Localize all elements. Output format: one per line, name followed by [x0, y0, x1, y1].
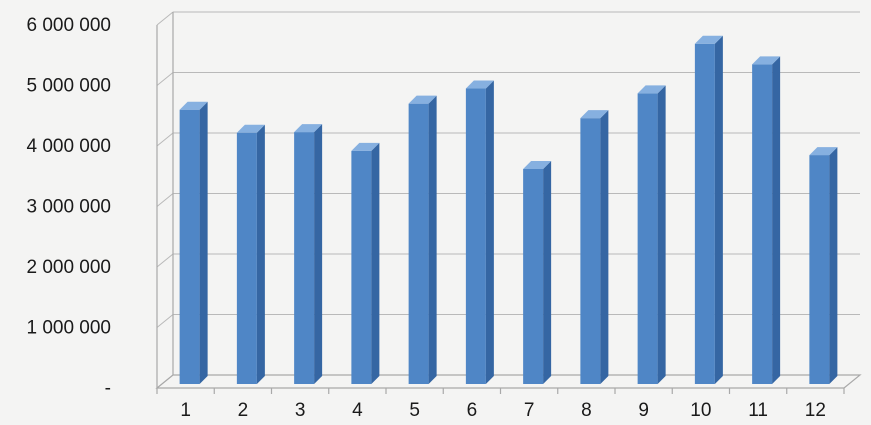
bar-front — [408, 103, 429, 385]
y-axis-tick-labels: - 1 000 000 2 000 000 3 000 000 4 000 000 5 0… — [26, 15, 111, 399]
bar-top — [580, 110, 609, 119]
y-tick-label: 2 000 000 — [26, 257, 111, 278]
bar — [523, 160, 552, 384]
bar-side — [256, 124, 265, 384]
bar-side — [371, 142, 380, 384]
bar-side — [600, 110, 609, 385]
bar-side — [714, 35, 723, 384]
axes — [155, 12, 862, 394]
x-tick-label: 10 — [690, 400, 711, 421]
bar — [179, 101, 208, 384]
bar-side — [543, 160, 552, 384]
bar-front — [465, 88, 486, 385]
bar — [236, 124, 265, 384]
x-tick-label: 9 — [638, 400, 649, 421]
gridline-depth — [156, 132, 174, 147]
x-tick-label: 6 — [467, 400, 478, 421]
bar-top — [809, 147, 838, 156]
y-tick-label: - — [105, 378, 111, 399]
bar — [465, 80, 494, 385]
x-tick-label: 5 — [409, 400, 420, 421]
bar-top — [752, 56, 781, 65]
bar-side — [485, 80, 494, 385]
y-tick-label: 3 000 000 — [26, 197, 111, 218]
bar-side — [829, 147, 838, 384]
bar-front — [351, 150, 372, 384]
x-tick-label: 4 — [352, 400, 363, 421]
bar-front — [694, 43, 715, 384]
bar-front — [809, 155, 830, 384]
bar-front — [523, 168, 544, 384]
gridline-depth — [156, 72, 174, 86]
x-tick-label: 7 — [524, 400, 535, 421]
bar-top — [637, 85, 666, 94]
bar-top — [236, 124, 265, 133]
y-tick-label: 4 000 000 — [26, 136, 111, 157]
bar-top — [294, 124, 323, 133]
bar — [294, 124, 323, 385]
bar-side — [772, 56, 781, 384]
bar — [408, 95, 437, 385]
bar — [752, 56, 781, 384]
bar-front — [580, 118, 601, 385]
bar-side — [314, 124, 323, 385]
gridlines — [156, 11, 860, 389]
bar-top — [351, 142, 380, 151]
gridline-depth — [156, 314, 174, 328]
bar — [637, 85, 666, 385]
x-tick-label: 1 — [180, 400, 191, 421]
bar-top — [694, 35, 723, 44]
gridline-depth — [156, 193, 174, 207]
bar-front — [752, 64, 773, 384]
bar-top — [179, 101, 208, 110]
bar — [580, 110, 609, 385]
x-tick-label: 8 — [581, 400, 592, 421]
y-tick-label: 6 000 000 — [26, 15, 111, 36]
bar-front — [179, 109, 200, 384]
gridline-depth — [156, 11, 174, 26]
bar-side — [657, 85, 666, 385]
y-tick-label: 1 000 000 — [26, 318, 111, 339]
bar-top — [408, 95, 437, 104]
x-tick-label: 3 — [295, 400, 306, 421]
bar-front — [637, 93, 658, 385]
bars — [179, 35, 838, 385]
bar — [351, 142, 380, 384]
bar-front — [236, 132, 257, 384]
x-tick-label: 11 — [748, 400, 768, 421]
bar — [694, 35, 723, 384]
y-tick-label: 5 000 000 — [26, 76, 111, 97]
gridline-depth — [156, 253, 174, 268]
bar — [809, 147, 838, 384]
x-tick-label: 12 — [805, 400, 826, 421]
x-axis-tick-labels: 1 2 3 4 5 6 7 8 9 10 11 12 — [180, 400, 826, 421]
x-tick-label: 2 — [238, 400, 249, 421]
bar-top — [465, 80, 494, 89]
bar-front — [294, 132, 315, 384]
bar-side — [199, 101, 208, 384]
bar-top — [523, 160, 552, 169]
bar-side — [428, 95, 437, 385]
